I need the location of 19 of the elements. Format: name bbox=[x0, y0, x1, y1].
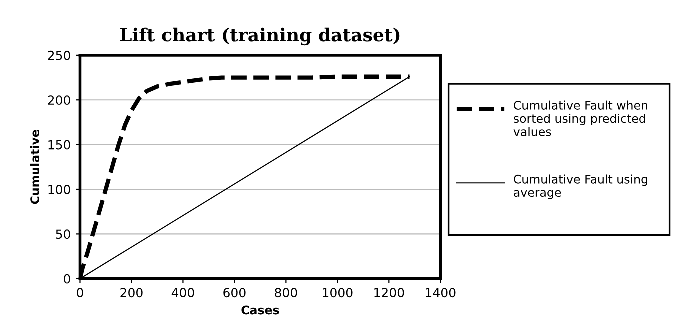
y-tick-label: 150 bbox=[48, 140, 70, 150]
x-tick-label: 200 bbox=[120, 288, 143, 298]
y-tick-label: 0 bbox=[64, 274, 70, 284]
y-tick-label: 250 bbox=[48, 50, 70, 60]
y-tick-label: 50 bbox=[56, 230, 70, 240]
x-tick-label: 1400 bbox=[426, 288, 456, 298]
y-tick-label: 100 bbox=[48, 184, 70, 194]
x-tick-label: 1200 bbox=[374, 288, 404, 298]
x-tick-label: 600 bbox=[224, 288, 246, 298]
x-tick-label: 0 bbox=[77, 288, 84, 298]
x-tick-label: 800 bbox=[275, 288, 298, 298]
x-tick-label: 1000 bbox=[323, 288, 353, 298]
legend-label: Cumulative Fault when sorted using predicted values bbox=[514, 100, 648, 136]
chart-title: Lift chart (training dataset) bbox=[120, 28, 400, 46]
y-tick-label: 200 bbox=[48, 96, 70, 106]
y-axis-title: Cumulative bbox=[30, 130, 40, 204]
legend-label: Cumulative Fault using average bbox=[514, 174, 648, 200]
x-axis-title: Cases bbox=[242, 306, 280, 315]
x-tick-label: 400 bbox=[172, 288, 194, 298]
